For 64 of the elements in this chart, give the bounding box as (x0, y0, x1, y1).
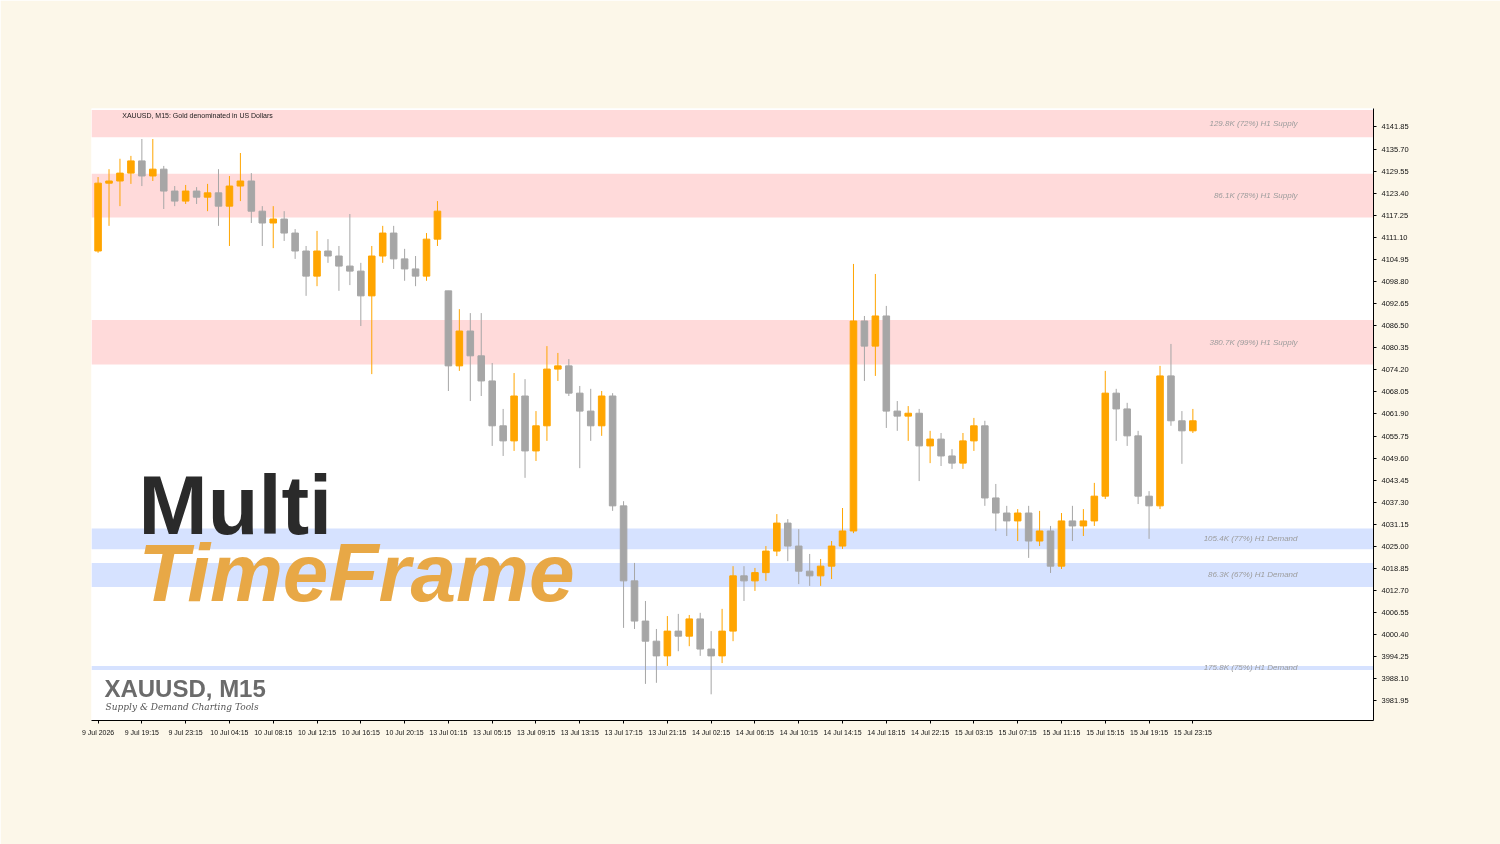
annotation: XAUUSD, M15 (104, 675, 266, 703)
candlestick (1189, 408, 1197, 434)
candlestick (816, 558, 825, 587)
band-label: 86.1K (78%) H1 Supply (1213, 191, 1299, 201)
candlestick (214, 168, 223, 227)
candlestick (970, 417, 978, 452)
candlestick (707, 630, 715, 695)
candlestick (685, 614, 694, 647)
candlestick (904, 405, 912, 442)
candlestick (225, 175, 234, 247)
candlestick (378, 225, 387, 264)
candlestick (926, 430, 934, 464)
candlestick (1068, 505, 1077, 542)
candlestick (838, 507, 847, 550)
candlestick (740, 565, 748, 602)
candlestick (127, 155, 135, 185)
candlestick (762, 545, 770, 582)
candlestick (116, 158, 124, 207)
candlestick (400, 248, 409, 282)
candlestick (411, 255, 420, 287)
candlestick (324, 238, 332, 264)
annotation: Supply & Demand Charting Tools (105, 702, 259, 713)
candlestick (159, 165, 168, 210)
candlestick (170, 185, 179, 207)
candlestick (280, 210, 288, 242)
candlestick (751, 567, 759, 592)
candlestick (105, 168, 113, 227)
candlestick (258, 205, 267, 247)
candlestick (992, 483, 1000, 532)
candlestick (937, 432, 945, 467)
candlestick (1035, 510, 1044, 547)
candlestick (1112, 388, 1121, 442)
candlestick (149, 138, 157, 182)
candlestick (236, 152, 245, 202)
candlestick (893, 400, 902, 432)
candlestick (586, 388, 595, 442)
candlestick (784, 518, 792, 562)
candlestick (181, 184, 190, 205)
band-label: 129.8K (72%) H1 Supply (1209, 119, 1299, 129)
candlestick (1002, 505, 1011, 537)
candlestick (269, 205, 278, 249)
candlestick (346, 213, 354, 286)
candlestick (805, 553, 814, 587)
candlestick (652, 628, 661, 684)
candlestick (1079, 508, 1088, 537)
candlestick (641, 600, 650, 685)
candlestick (1013, 508, 1022, 542)
candlestick (499, 408, 507, 457)
candlestick (575, 385, 584, 469)
candlestick (138, 138, 146, 187)
band-label: 105.4K (77%) H1 Demand (1203, 534, 1299, 544)
candlestick (291, 228, 299, 260)
candlestick (827, 540, 836, 580)
candlestick (674, 613, 683, 652)
candlestick (1178, 410, 1186, 465)
candlestick (554, 352, 562, 382)
candlestick (948, 448, 956, 470)
candlestick (1145, 490, 1153, 540)
candlestick (959, 432, 967, 470)
candlestick (203, 183, 212, 212)
band-label: 380.7K (99%) H1 Supply (1209, 337, 1299, 347)
candlestick (335, 245, 343, 292)
band-label: 175.8K (75%) H1 Demand (1203, 663, 1299, 673)
band-label: 86.3K (67%) H1 Demand (1208, 570, 1299, 580)
